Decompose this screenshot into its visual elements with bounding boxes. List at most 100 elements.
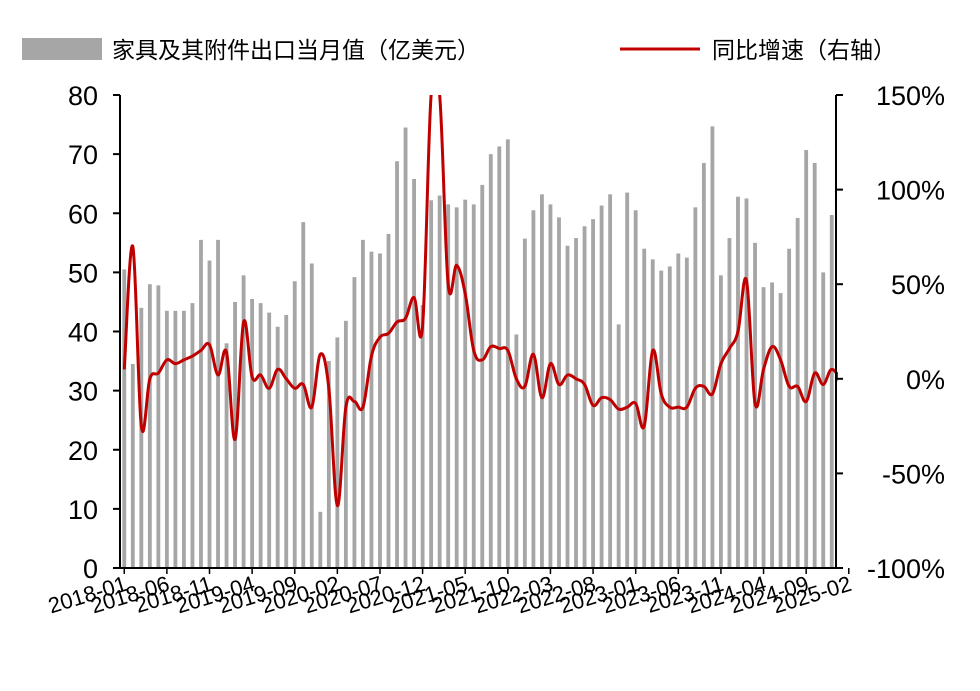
bar (258, 303, 263, 568)
bar (599, 205, 604, 568)
bar (608, 194, 613, 568)
bar (403, 127, 408, 569)
bar (727, 238, 732, 568)
bar (616, 324, 621, 568)
bar (548, 204, 553, 568)
bar (122, 269, 127, 568)
bar (284, 314, 289, 568)
bar (395, 161, 399, 568)
bar (147, 284, 152, 568)
right-tick-label: 100% (876, 176, 945, 206)
bar (736, 196, 740, 568)
bar (275, 326, 280, 568)
left-tick-label: 80 (68, 81, 98, 111)
bar (710, 126, 715, 568)
bar (437, 195, 442, 568)
bar (199, 239, 203, 569)
left-tick-label: 0 (83, 554, 98, 584)
bar (667, 266, 672, 568)
bar (335, 337, 340, 568)
bar (531, 210, 536, 569)
bar (812, 162, 817, 569)
bar (318, 511, 323, 568)
legend-bar-label: 家具及其附件出口当月值（亿美元） (112, 38, 480, 64)
bar (250, 298, 255, 568)
right-tick-label: 150% (876, 81, 945, 111)
bar (216, 239, 220, 569)
bar (378, 253, 382, 568)
bar (642, 248, 647, 568)
bar (130, 364, 135, 568)
bar (412, 178, 416, 568)
bar (522, 238, 527, 569)
left-tick-label: 60 (68, 199, 98, 229)
bar-series (122, 126, 834, 569)
bar (574, 238, 578, 568)
right-tick-label: -100% (867, 554, 945, 584)
bar (591, 219, 595, 568)
bar (182, 310, 186, 568)
right-tick-label: 50% (891, 270, 945, 300)
bar (514, 334, 519, 568)
bar (676, 253, 681, 568)
bar (659, 270, 664, 568)
bar (309, 263, 314, 568)
left-tick-label: 40 (68, 318, 98, 348)
bar (301, 222, 306, 568)
bar (804, 149, 809, 569)
bar (156, 285, 161, 568)
bar (420, 304, 425, 568)
bar (352, 277, 357, 568)
bar (471, 204, 476, 568)
bar (633, 210, 638, 569)
bar (744, 198, 749, 568)
bar (684, 257, 689, 568)
bar (625, 192, 630, 568)
left-tick-label: 70 (68, 140, 98, 170)
bar (241, 275, 246, 568)
growth-line (122, 95, 838, 508)
bar (369, 251, 374, 568)
bar (190, 303, 195, 568)
right-axis-ticks: -100% -50% 0% 50% 100% 150% (836, 81, 945, 584)
bar (787, 248, 792, 568)
bar (267, 312, 272, 568)
left-tick-label: 30 (68, 377, 98, 407)
bar (488, 154, 493, 569)
bar (719, 275, 723, 568)
bar (207, 260, 212, 568)
bar (761, 287, 766, 568)
left-tick-label: 50 (68, 258, 98, 288)
bar (497, 146, 502, 568)
bar (770, 282, 774, 568)
bar (582, 226, 587, 568)
bar (164, 310, 169, 568)
bar (343, 320, 348, 568)
bar (540, 194, 544, 568)
left-axis-ticks: 0 10 20 30 40 50 60 70 80 (68, 81, 120, 584)
bar (386, 233, 391, 568)
right-tick-label: 0% (906, 365, 945, 395)
line-series (122, 95, 838, 508)
left-tick-label: 20 (68, 436, 98, 466)
bar (701, 162, 706, 569)
legend-line-label: 同比增速（右轴） (712, 38, 896, 64)
left-tick-label: 10 (68, 495, 98, 525)
legend-bar-swatch (22, 38, 102, 60)
bar (454, 207, 459, 568)
legend: 家具及其附件出口当月值（亿美元） 同比增速（右轴） (22, 38, 896, 64)
bar (778, 293, 783, 568)
bar (795, 217, 800, 569)
bar (446, 204, 451, 568)
bar (565, 245, 570, 568)
bar (557, 217, 561, 568)
bar (821, 272, 826, 569)
bar (292, 281, 297, 568)
bar (139, 307, 144, 568)
bar (326, 361, 331, 568)
bar (650, 259, 655, 568)
bar (829, 215, 834, 568)
bar (173, 310, 178, 568)
bar (224, 343, 229, 568)
